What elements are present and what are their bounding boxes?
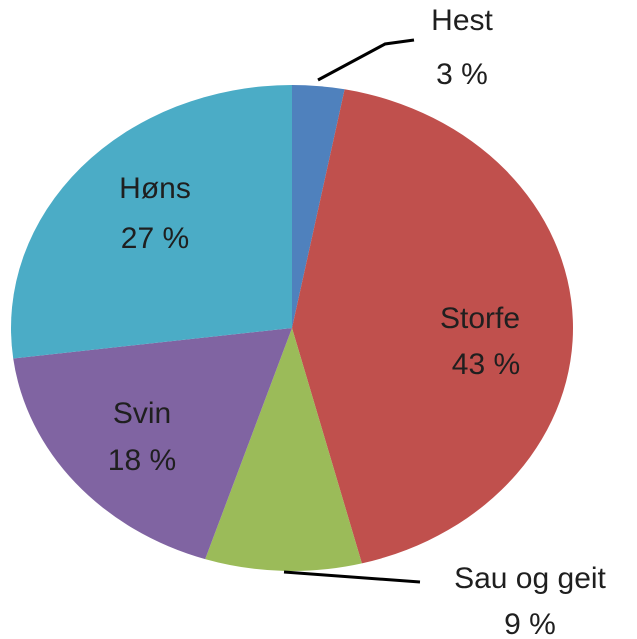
pie-slice — [11, 85, 293, 359]
pie-slice — [292, 85, 345, 328]
slice-value-label: 18 % — [108, 444, 176, 477]
pie-slice — [13, 328, 293, 560]
slice-label: Sau og geit — [454, 562, 606, 595]
slice-value-label: 3 % — [436, 58, 488, 91]
slice-value-label: 27 % — [121, 222, 189, 255]
slice-label: Høns — [119, 172, 191, 205]
slice-label: Svin — [113, 397, 171, 430]
slice-value-label: 43 % — [452, 348, 520, 381]
leader-line — [283, 570, 421, 584]
slice-label: Hest — [431, 4, 493, 37]
leader-line — [317, 38, 415, 82]
slice-label: Storfe — [440, 302, 520, 335]
pie-slice — [205, 328, 362, 571]
slice-value-label: 9 % — [504, 608, 556, 639]
pie-slice — [292, 89, 574, 564]
